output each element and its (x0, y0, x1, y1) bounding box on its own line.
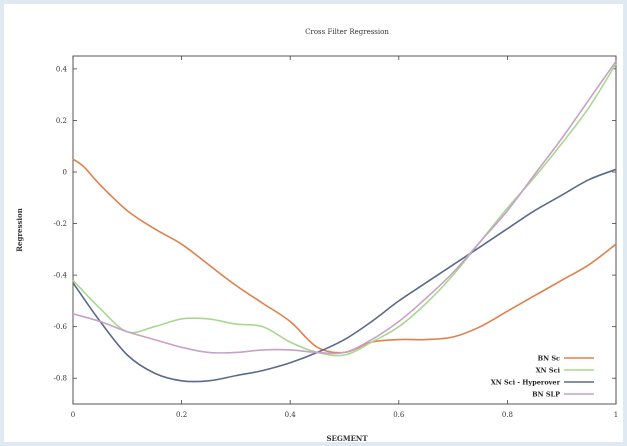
x-tick-label: 0 (71, 411, 75, 419)
x-tick-label: 0.8 (502, 411, 513, 419)
series-line-2 (72, 168, 617, 383)
x-tick-label: 0.2 (176, 411, 187, 419)
y-tick-label: -0.2 (54, 220, 68, 228)
series-line-1 (72, 63, 617, 357)
series-line-0 (72, 158, 617, 354)
legend-label: BN SLP (532, 391, 560, 399)
x-tick-label: 1 (614, 411, 618, 419)
x-axis-label: SEGMENT (326, 434, 368, 443)
series-lines (72, 60, 617, 383)
y-tick-label: -0.8 (54, 375, 68, 383)
chart-panel (4, 4, 623, 442)
legend-label: BN Sc (538, 355, 560, 363)
y-tick-label: 0.4 (56, 65, 68, 73)
y-tick-label: -0.4 (54, 272, 68, 280)
y-tick-label: 0 (63, 169, 67, 177)
y-tick-label: 0.2 (56, 117, 67, 125)
y-tick-label: -0.6 (54, 323, 68, 331)
y-axis-label: Regression (15, 208, 24, 252)
legend-label: XN Sci (536, 367, 561, 375)
chart-title: Cross Filter Regression (305, 28, 389, 36)
x-axis: 0 0.2 0.4 0.6 0.8 1 (71, 56, 618, 419)
series-line-3 (72, 60, 617, 355)
x-tick-label: 0.6 (393, 411, 405, 419)
x-tick-label: 0.4 (285, 411, 297, 419)
y-axis: 0.4 0.2 0 -0.2 -0.4 -0.6 -0.8 (54, 65, 616, 383)
legend-label: XN Sci - Hyperover (491, 379, 561, 387)
legend: BN Sc XN Sci XN Sci - Hyperover BN SLP (491, 355, 594, 399)
plot-area-frame (72, 55, 617, 405)
